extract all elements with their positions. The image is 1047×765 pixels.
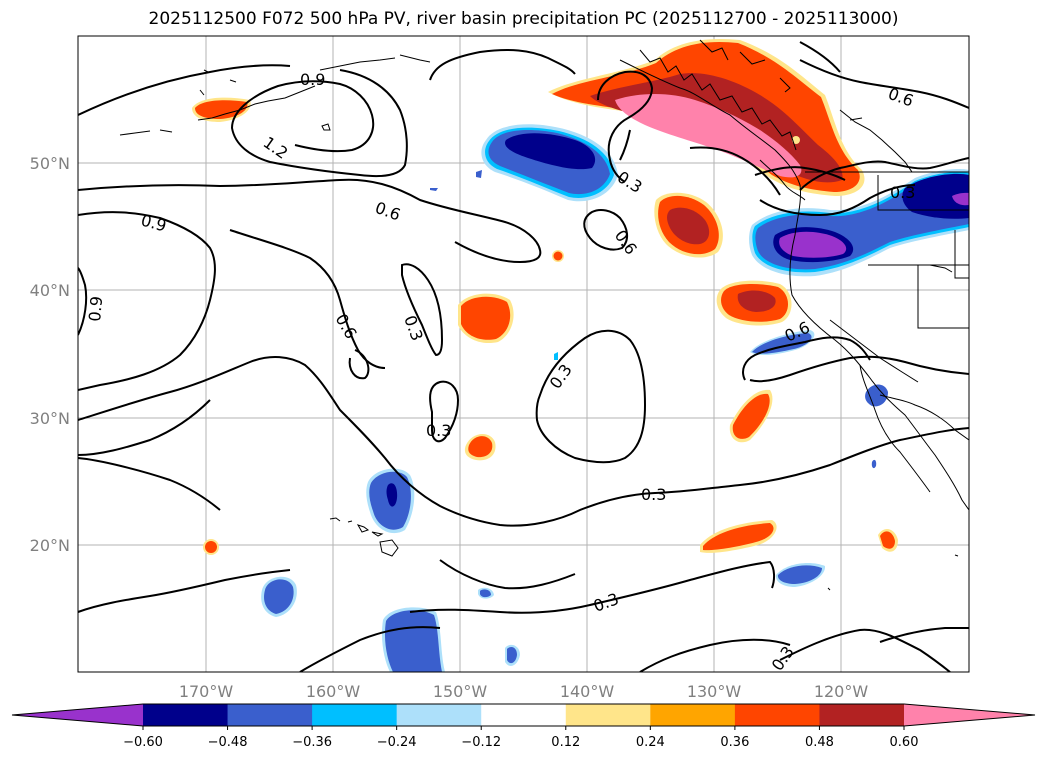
- colorbar-segment: [227, 704, 313, 726]
- lon-tick-labels: 170°W 160°W 150°W 140°W 130°W 120°W: [179, 682, 869, 701]
- colorbar-extend-high: [904, 704, 1035, 726]
- map-title: 2025112500 F072 500 hPa PV, river basin …: [148, 9, 899, 29]
- lat-tick-label: 20°N: [30, 536, 70, 555]
- colorbar-segment: [143, 704, 229, 726]
- lat-tick-label: 30°N: [30, 409, 70, 428]
- lon-tick-label: 160°W: [306, 682, 361, 701]
- colorbar-label: 0.24: [636, 735, 665, 750]
- contour-label: 0.3: [426, 421, 451, 440]
- lat-tick-labels: 50°N 40°N 30°N 20°N: [30, 154, 70, 555]
- lat-tick-label: 50°N: [30, 154, 70, 173]
- contour-label: 0.3: [890, 183, 915, 202]
- colorbar-label: 0.48: [805, 735, 834, 750]
- lon-tick-label: 140°W: [560, 682, 615, 701]
- colorbar-segment: [396, 704, 482, 726]
- colorbar-label: −0.60: [123, 735, 163, 750]
- coastlines: [119, 39, 969, 591]
- colorbar-segment: [312, 704, 398, 726]
- colorbar-segment: [565, 704, 651, 726]
- contour-label: 0.3: [641, 485, 666, 504]
- colorbar-label: −0.48: [208, 735, 248, 750]
- lon-tick-label: 170°W: [179, 682, 234, 701]
- colorbar-label: −0.36: [292, 735, 332, 750]
- lon-tick-label: 130°W: [687, 682, 742, 701]
- colorbar: −0.60 −0.48 −0.36 −0.24 −0.12 0.12 0.24 0.36 0.4…: [11, 703, 1036, 750]
- pv-contours: [78, 41, 969, 672]
- colorbar-segment: [819, 704, 905, 726]
- contour-label: 0.9: [85, 295, 106, 322]
- colorbar-label: 0.60: [890, 735, 919, 750]
- lon-tick-label: 150°W: [433, 682, 488, 701]
- map-border: [77, 35, 970, 673]
- colorbar-label: 0.36: [720, 735, 749, 750]
- colorbar-segment: [734, 704, 820, 726]
- colorbar-label: −0.24: [377, 735, 417, 750]
- colorbar-segment: [481, 704, 567, 726]
- lat-tick-label: 40°N: [30, 281, 70, 300]
- colorbar-label: 0.12: [551, 735, 580, 750]
- colorbar-label: −0.12: [461, 735, 501, 750]
- contour-label: 0.9: [300, 70, 325, 89]
- lon-tick-label: 120°W: [814, 682, 869, 701]
- colorbar-extend-low: [12, 704, 143, 726]
- colorbar-segment: [650, 704, 736, 726]
